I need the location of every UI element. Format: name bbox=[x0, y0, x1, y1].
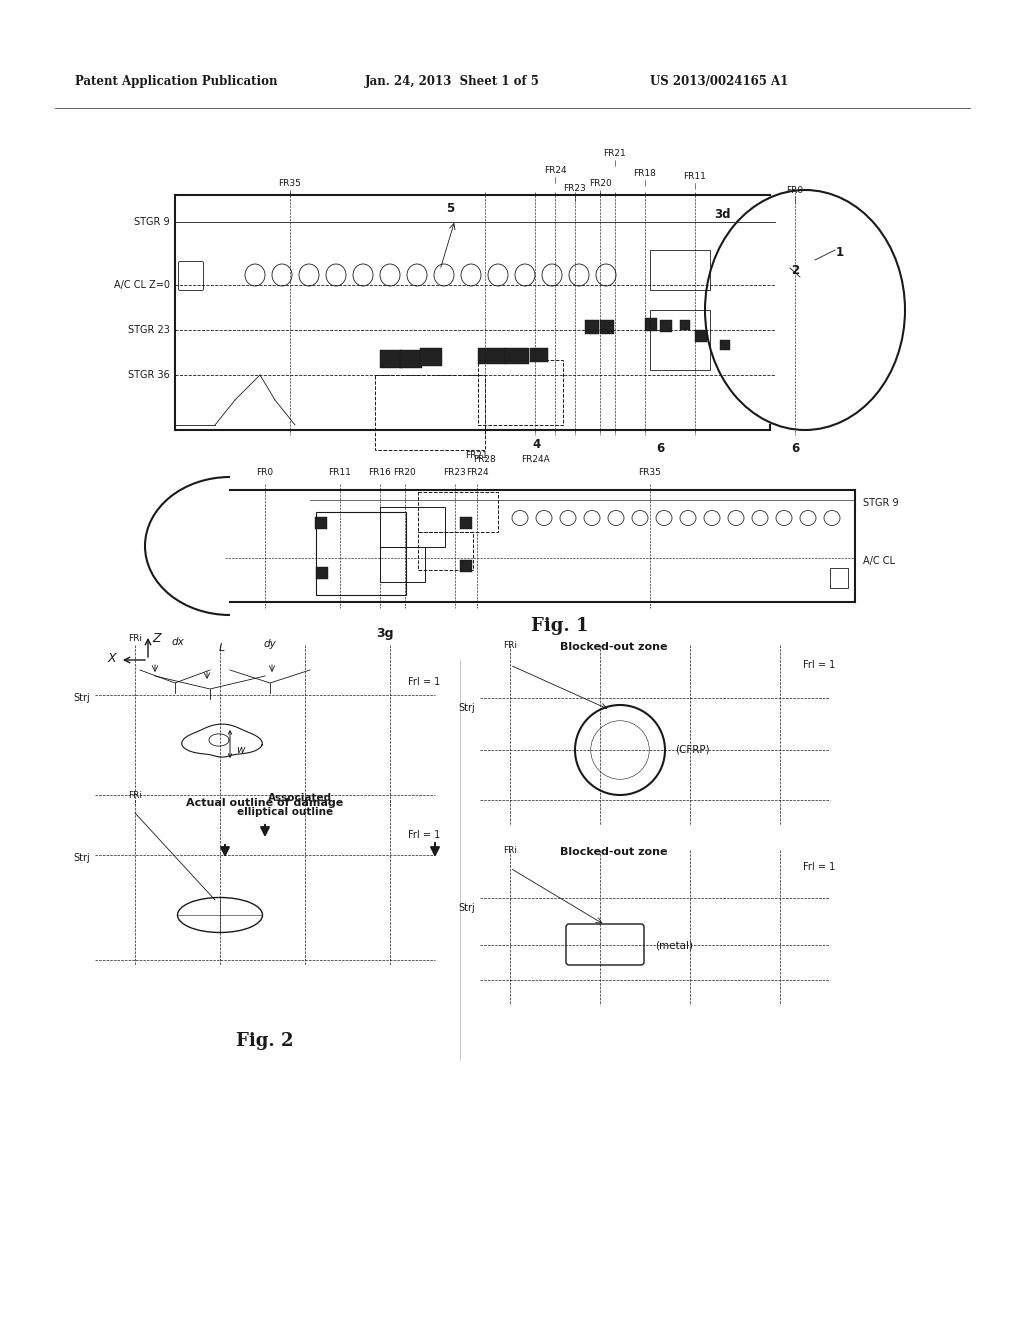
Text: FR28: FR28 bbox=[474, 455, 497, 465]
Bar bbox=[505, 348, 529, 364]
Text: Associated: Associated bbox=[268, 793, 332, 803]
Text: FR20: FR20 bbox=[393, 469, 417, 477]
Text: 3g: 3g bbox=[376, 627, 394, 640]
Text: Blocked-out zone: Blocked-out zone bbox=[560, 642, 668, 652]
Bar bbox=[650, 310, 710, 370]
Text: FR23: FR23 bbox=[563, 183, 587, 193]
Text: 6: 6 bbox=[791, 441, 799, 454]
Text: FR16: FR16 bbox=[369, 469, 391, 477]
Text: A/C CL: A/C CL bbox=[863, 556, 895, 566]
Text: FR24A: FR24A bbox=[520, 455, 549, 465]
Text: FrI = 1: FrI = 1 bbox=[803, 660, 835, 671]
Bar bbox=[645, 318, 657, 331]
Bar bbox=[585, 319, 599, 334]
Text: A/C CL Z=0: A/C CL Z=0 bbox=[114, 280, 170, 290]
Text: FR21: FR21 bbox=[603, 149, 627, 158]
Text: Strj: Strj bbox=[459, 704, 475, 713]
Text: Jan. 24, 2013  Sheet 1 of 5: Jan. 24, 2013 Sheet 1 of 5 bbox=[365, 75, 540, 88]
Bar bbox=[600, 319, 614, 334]
Text: FR35: FR35 bbox=[279, 180, 301, 187]
Text: Z: Z bbox=[152, 632, 161, 645]
Text: FrI = 1: FrI = 1 bbox=[408, 677, 440, 686]
Bar bbox=[315, 517, 327, 529]
Bar bbox=[380, 350, 402, 368]
Text: US 2013/0024165 A1: US 2013/0024165 A1 bbox=[650, 75, 788, 88]
Bar bbox=[530, 348, 548, 362]
Text: STGR 36: STGR 36 bbox=[128, 370, 170, 380]
Text: Patent Application Publication: Patent Application Publication bbox=[75, 75, 278, 88]
Text: 2: 2 bbox=[791, 264, 799, 276]
Text: Strj: Strj bbox=[459, 903, 475, 913]
Bar bbox=[316, 568, 328, 579]
Bar bbox=[418, 532, 473, 570]
Text: STGR 9: STGR 9 bbox=[863, 498, 899, 508]
Bar bbox=[680, 319, 690, 330]
Text: elliptical outline: elliptical outline bbox=[237, 807, 333, 817]
Text: FR11: FR11 bbox=[684, 172, 707, 181]
Text: STGR 9: STGR 9 bbox=[134, 216, 170, 227]
Text: FR0: FR0 bbox=[256, 469, 273, 477]
Text: FRi: FRi bbox=[128, 634, 142, 643]
Bar bbox=[478, 360, 563, 425]
Text: FR24: FR24 bbox=[544, 166, 566, 176]
Text: FR18: FR18 bbox=[634, 169, 656, 178]
Text: FR23: FR23 bbox=[443, 469, 466, 477]
Bar bbox=[660, 319, 672, 333]
Text: w: w bbox=[236, 744, 245, 755]
Bar bbox=[380, 546, 425, 582]
Bar bbox=[650, 249, 710, 290]
Text: Fig. 2: Fig. 2 bbox=[237, 1032, 294, 1049]
Text: (CFRP): (CFRP) bbox=[675, 744, 710, 755]
Text: FrI = 1: FrI = 1 bbox=[408, 830, 440, 840]
Text: Fig. 1: Fig. 1 bbox=[531, 616, 589, 635]
Bar bbox=[695, 330, 707, 342]
Text: dy: dy bbox=[263, 639, 276, 649]
Bar bbox=[460, 560, 472, 572]
Text: Blocked-out zone: Blocked-out zone bbox=[560, 847, 668, 857]
Text: FRi: FRi bbox=[503, 642, 517, 649]
Bar bbox=[316, 512, 406, 595]
Bar bbox=[460, 517, 472, 529]
Text: FR11: FR11 bbox=[329, 469, 351, 477]
Text: FR24: FR24 bbox=[466, 469, 488, 477]
Text: Strj: Strj bbox=[74, 853, 90, 863]
Text: FR0: FR0 bbox=[786, 186, 804, 195]
Text: X: X bbox=[108, 652, 116, 665]
Text: STGR 23: STGR 23 bbox=[128, 325, 170, 335]
Bar bbox=[420, 348, 442, 366]
Text: Strj: Strj bbox=[74, 693, 90, 704]
Bar bbox=[478, 348, 506, 364]
Text: (metal): (metal) bbox=[655, 940, 693, 950]
Text: FRi: FRi bbox=[503, 846, 517, 855]
Text: 4: 4 bbox=[532, 438, 541, 451]
Bar bbox=[380, 507, 445, 546]
Text: FR20: FR20 bbox=[589, 180, 611, 187]
Bar bbox=[418, 492, 498, 532]
Text: dx: dx bbox=[172, 638, 184, 647]
Bar bbox=[830, 568, 848, 587]
Text: FrI = 1: FrI = 1 bbox=[803, 862, 835, 873]
Text: L: L bbox=[219, 643, 225, 653]
Bar bbox=[720, 341, 730, 350]
Text: FRi: FRi bbox=[128, 791, 142, 800]
Text: 1: 1 bbox=[836, 246, 844, 259]
Text: 6: 6 bbox=[656, 441, 665, 454]
Text: FR21: FR21 bbox=[466, 451, 488, 459]
Text: 5: 5 bbox=[445, 202, 454, 214]
Text: 3d: 3d bbox=[714, 209, 730, 222]
Bar bbox=[375, 375, 485, 450]
Text: Actual outline of damage: Actual outline of damage bbox=[186, 799, 344, 808]
Text: FR35: FR35 bbox=[639, 469, 662, 477]
Bar bbox=[400, 350, 422, 368]
